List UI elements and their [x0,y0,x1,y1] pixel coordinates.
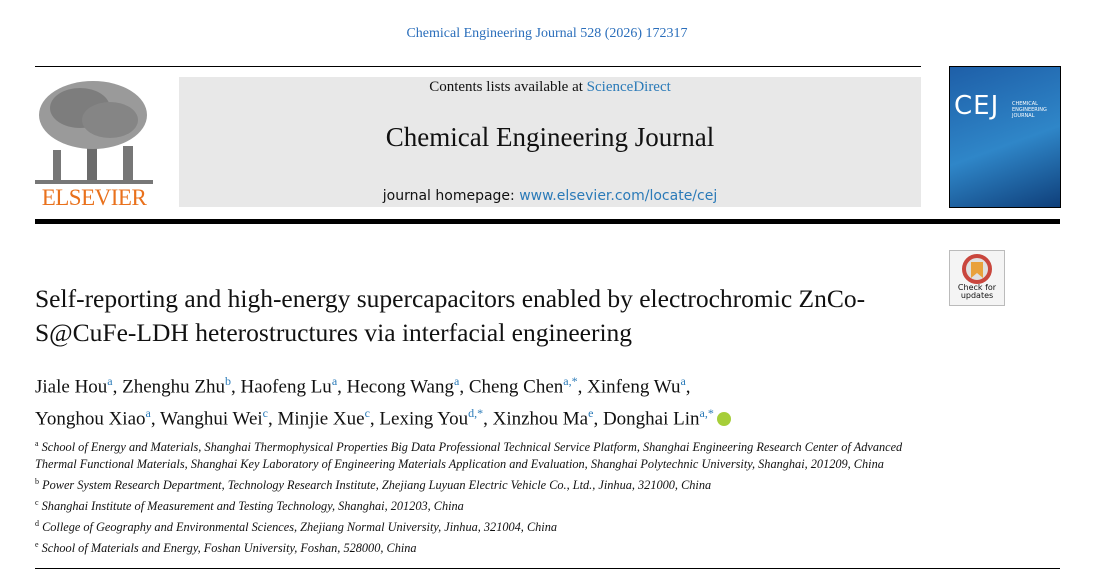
separator: , [150,408,156,430]
author-name[interactable]: Cheng Chen [468,376,564,398]
author-name[interactable]: Donghai Lin [602,408,700,430]
affiliation-label: e [35,540,39,550]
affiliation-text: College of Geography and Environmental S… [42,520,558,535]
cover-subtitle: CHEMICAL ENGINEERING JOURNAL [1012,101,1047,119]
separator: , [268,408,273,430]
author-line: Yonghou Xiaoa, Wanghui Weic, Minjie Xuec… [35,400,935,432]
author-affiliation-mark[interactable]: e [588,406,594,421]
affiliation-text: Power System Research Department, Techno… [42,478,712,493]
cover-title: CEJ [954,91,1000,121]
sciencedirect-link[interactable]: ScienceDirect [586,79,671,95]
contents-prefix: Contents lists available at [429,79,583,95]
author-affiliation-mark[interactable]: a,* [699,406,714,421]
publisher-logo [35,81,153,184]
author-name[interactable]: Minjie Xue [277,408,365,430]
author-affiliation-mark[interactable]: d,* [468,406,484,421]
author-affiliation-mark[interactable]: a [145,406,151,421]
affiliation: e School of Materials and Energy, Foshan… [35,536,915,557]
separator: , [369,408,375,430]
affiliation-label: c [35,498,39,508]
affiliation-label: d [35,519,39,529]
separator: , [685,376,691,398]
author-name[interactable]: Yonghou Xiao [35,408,146,430]
author-affiliation-mark[interactable]: a,* [563,374,578,388]
contents-line: Contents lists available at ScienceDirec… [179,79,921,96]
author-name[interactable]: Lexing You [379,408,469,430]
author-line: Jiale Houa, Zhenghu Zhub, Haofeng Lua, H… [35,368,935,400]
check-updates-badge[interactable]: Check for updates [949,250,1005,306]
affiliation-text: School of Energy and Materials, Shanghai… [35,440,903,472]
orcid-icon[interactable] [716,411,731,426]
separator: , [577,376,583,398]
rule [35,66,921,67]
check-icon [962,254,992,284]
publisher: ELSEVIER [41,185,147,210]
author-affiliation-mark[interactable]: b [225,374,232,388]
separator: , [231,376,236,398]
author-name[interactable]: Jiale Hou [35,376,108,398]
rule [35,568,1060,569]
author-affiliation-mark[interactable]: c [262,406,268,421]
journal-cover[interactable]: CEJ CHEMICAL ENGINEERING JOURNAL [949,66,1061,208]
affiliation: a School of Energy and Materials, Shangh… [35,435,915,473]
author-name[interactable]: Zhenghu Zhu [122,376,226,398]
author-affiliation-mark[interactable]: a [107,374,113,388]
author-affiliation-mark[interactable]: a [331,374,338,388]
citation[interactable]: Chemical Engineering Journal 528 (2026) … [406,26,688,41]
author-list: Jiale Houa, Zhenghu Zhub, Haofeng Lua, H… [35,368,935,433]
rule [35,219,1060,224]
author-name[interactable]: Xinzhou Ma [492,408,589,430]
affiliation-label: b [35,477,39,487]
author-name[interactable]: Hecong Wang [346,376,454,398]
separator: , [593,408,599,430]
affiliation: c Shanghai Institute of Measurement and … [35,494,915,515]
journal-name: Chemical Engineering Journal [385,122,715,152]
affiliation-label: a [35,439,39,448]
author-name[interactable]: Haofeng Lu [240,376,332,398]
homepage-link[interactable]: www.elsevier.com/locate/cej [519,188,718,204]
author-name[interactable]: Xinfeng Wu [587,376,681,398]
article-title: Self-reporting and high-energy supercapa… [35,284,866,347]
separator: , [483,408,488,430]
author-affiliation-mark[interactable]: c [364,406,370,421]
masthead-box [179,77,921,207]
homepage-prefix: journal homepage: [382,188,515,204]
affiliation: b Power System Research Department, Tech… [35,473,915,494]
affiliation: d College of Geography and Environmental… [35,515,915,536]
homepage-line: journal homepage: www.elsevier.com/locat… [179,188,921,204]
affiliation-list: a School of Energy and Materials, Shangh… [35,435,915,557]
separator: , [337,376,342,398]
author-affiliation-mark[interactable]: a [453,374,460,388]
separator: , [112,376,118,398]
affiliation-text: School of Materials and Energy, Foshan U… [41,541,417,556]
author-name[interactable]: Wanghui Wei [160,408,263,430]
separator: , [459,376,465,398]
author-affiliation-mark[interactable]: a [680,374,686,388]
affiliation-text: Shanghai Institute of Measurement and Te… [41,499,464,514]
check-updates-text: Check for updates [957,283,997,300]
